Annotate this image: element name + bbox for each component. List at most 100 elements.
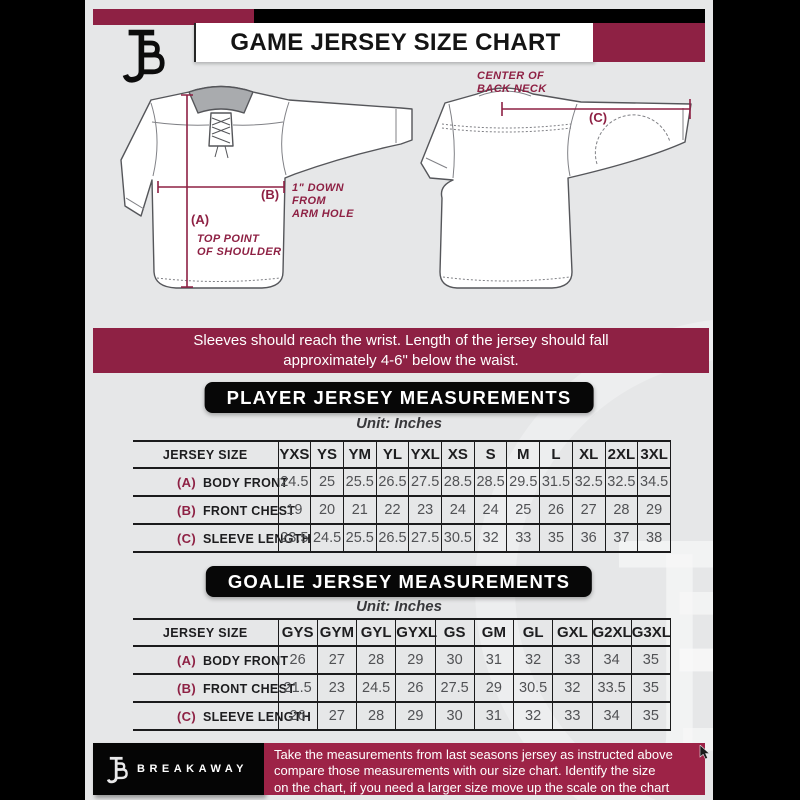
measurement-cell: 27 xyxy=(571,495,606,525)
back-jersey-drawing xyxy=(420,87,692,289)
measurement-cell: 27.5 xyxy=(408,467,443,497)
label-c-line1: CENTER OF xyxy=(477,70,544,82)
measurement-cell: 29 xyxy=(473,673,515,703)
cursor-icon xyxy=(699,745,711,760)
measurement-cell: 30 xyxy=(434,645,475,675)
size-column-header: YXL xyxy=(408,440,443,469)
measurement-cell: 24.5 xyxy=(310,523,344,553)
measurement-cell: 29 xyxy=(395,645,436,675)
measurement-cell: 31 xyxy=(473,701,515,731)
measurement-cell: 23 xyxy=(316,673,358,703)
measurement-cell: 32 xyxy=(473,523,508,553)
size-column-header: GYM xyxy=(316,618,358,647)
measurement-cell: 27 xyxy=(316,645,358,675)
front-seams xyxy=(125,101,397,282)
row-label: FRONT CHEST xyxy=(202,681,296,696)
measurement-cell: 35 xyxy=(630,673,672,703)
size-column-header: YS xyxy=(310,440,344,469)
label-c-line2: BACK NECK xyxy=(477,83,547,95)
measurement-cell: 28.5 xyxy=(473,467,508,497)
table-row: (C) SLEEVE LENGTH 26 27 28 29 30 31 32 33 34 35 xyxy=(133,701,672,731)
back-seams xyxy=(425,90,684,282)
row-key: (C) xyxy=(177,530,196,546)
goalie-measurements-table: JERSEY SIZE GYS GYM GYL GYXL GS GM GL GXL G2XL G3X… xyxy=(133,618,672,731)
measurement-cell: 26 xyxy=(277,701,318,731)
table-header-row: JERSEY SIZE YXS YS YM YL YXL XS S M L XL 2XL 3XL xyxy=(133,440,671,469)
size-column-header: G2XL xyxy=(591,618,632,647)
table-row: (A) BODY FRONT 26 27 28 29 30 31 32 33 34 35 xyxy=(133,645,672,675)
size-column-header: YL xyxy=(375,440,410,469)
measurement-cell: 33.5 xyxy=(591,673,632,703)
measurement-cell: 26.5 xyxy=(375,523,410,553)
size-column-header: GM xyxy=(473,618,515,647)
measurement-cell: 30.5 xyxy=(512,673,554,703)
measurement-cell: 33 xyxy=(506,523,541,553)
measurement-cell: 25.5 xyxy=(342,523,377,553)
row-header: (A) BODY FRONT xyxy=(133,645,288,675)
measurement-cell: 25.5 xyxy=(342,467,377,497)
measure-line-c xyxy=(501,99,691,119)
measurement-cell: 35 xyxy=(630,645,672,675)
brand-name: BREAKAWAY xyxy=(137,763,248,775)
footer-instructions-line3: on the chart, if you need a larger size … xyxy=(274,779,670,795)
jersey-measurement-diagram: (A) TOP POINT OF SHOULDER (B) 1" DOWN FR… xyxy=(120,70,692,289)
top-accent-bar-maroon xyxy=(93,9,254,25)
size-column-header: GXL xyxy=(552,618,593,647)
measurement-cell: 24.5 xyxy=(355,673,397,703)
measurement-cell: 20 xyxy=(310,495,344,525)
measurement-cell: 34.5 xyxy=(637,467,671,497)
measurement-cell: 21.5 xyxy=(277,673,318,703)
footer-instructions-line2: compare those measurements with our size… xyxy=(274,763,656,779)
row-label: BODY FRONT xyxy=(202,475,289,490)
table-corner-header: JERSEY SIZE xyxy=(133,440,279,469)
measurement-cell: 33 xyxy=(552,645,593,675)
measurement-cell: 33 xyxy=(552,701,593,731)
table-row: (A) BODY FRONT 24.5 25 25.5 26.5 27.5 28.5 28.5 2… xyxy=(133,467,671,497)
row-header: (C) SLEEVE LENGTH xyxy=(133,701,311,731)
goalie-unit-label: Unit: Inches xyxy=(356,598,442,615)
measure-line-b xyxy=(157,181,285,193)
measurement-cell: 22 xyxy=(375,495,410,525)
player-measurements-table: JERSEY SIZE YXS YS YM YL YXL XS S M L XL 2XL 3XL (A) B… xyxy=(133,440,671,553)
label-b-line3: ARM HOLE xyxy=(291,208,354,220)
size-column-header: S xyxy=(473,440,508,469)
fit-note-line1: Sleeves should reach the wrist. Length o… xyxy=(193,332,609,349)
measurement-cell: 23 xyxy=(408,495,443,525)
label-b-line2: FROM xyxy=(292,195,326,207)
measurement-cell: 32.5 xyxy=(571,467,606,497)
row-header: (A) BODY FRONT xyxy=(133,467,288,497)
measurement-cell: 32 xyxy=(552,673,593,703)
measurement-cell: 35 xyxy=(630,701,672,731)
row-header: (C) SLEEVE LENGTH xyxy=(133,523,311,553)
measurement-cell: 29 xyxy=(637,495,671,525)
row-header: (B) FRONT CHEST xyxy=(133,673,295,703)
table-header-row: JERSEY SIZE GYS GYM GYL GYXL GS GM GL GXL G2XL G3X… xyxy=(133,618,672,647)
measurement-cell: 28 xyxy=(355,701,397,731)
size-column-header: YXS xyxy=(277,440,312,469)
top-accent-bar-black xyxy=(254,9,705,25)
measurement-cell: 28 xyxy=(604,495,639,525)
measurement-cell: 23.5 xyxy=(277,523,312,553)
measurement-cell: 31.5 xyxy=(539,467,573,497)
row-key: (A) xyxy=(177,474,196,490)
footer-instructions-line1: Take the measurements from last seasons … xyxy=(274,747,673,762)
measurement-cell: 35 xyxy=(539,523,573,553)
size-column-header: GYS xyxy=(277,618,318,647)
footer-b-logo-icon xyxy=(106,756,128,783)
size-column-header: XL xyxy=(571,440,606,469)
measurement-cell: 31 xyxy=(473,645,515,675)
table-row: (B) FRONT CHEST 19 20 21 22 23 24 24 25 26 27 28 29 xyxy=(133,495,671,525)
measurement-cell: 29.5 xyxy=(506,467,541,497)
size-column-header: 3XL xyxy=(637,440,671,469)
row-label: SLEEVE LENGTH xyxy=(202,709,312,724)
row-key: (A) xyxy=(177,652,196,668)
measurement-cell: 26 xyxy=(277,645,318,675)
measurement-cell: 30.5 xyxy=(441,523,475,553)
size-column-header: 2XL xyxy=(604,440,639,469)
footer-instructions: Take the measurements from last seasons … xyxy=(264,743,705,795)
measurement-cell: 37 xyxy=(604,523,639,553)
row-label: FRONT CHEST xyxy=(202,503,296,518)
measurement-cell: 32 xyxy=(512,645,554,675)
front-laces xyxy=(211,117,231,159)
